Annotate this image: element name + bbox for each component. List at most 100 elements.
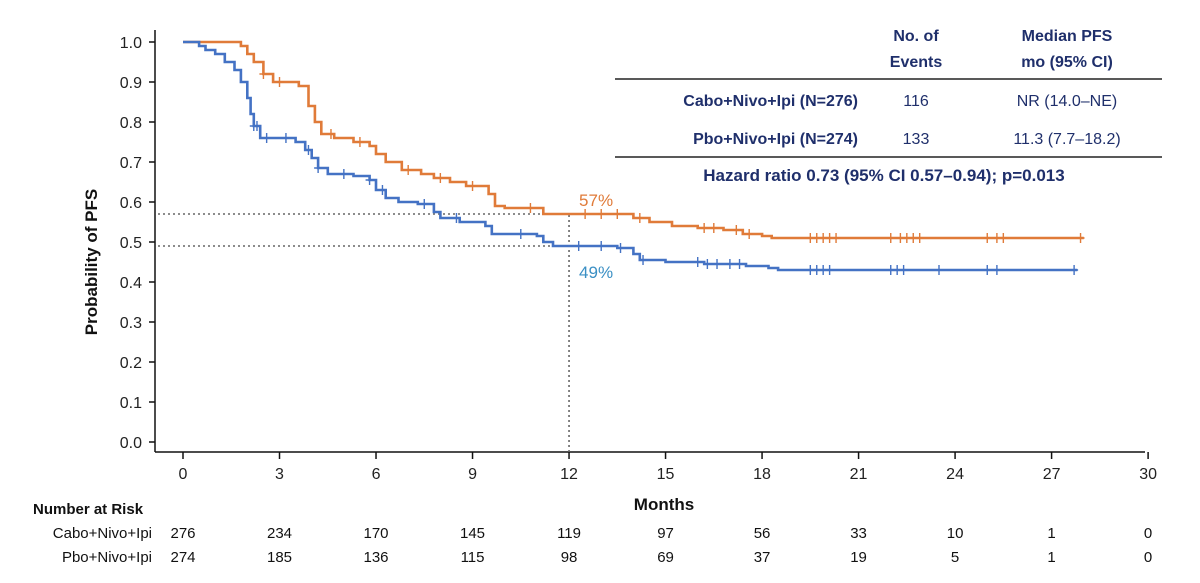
censor-mark-1 bbox=[616, 243, 625, 253]
risk-value: 97 bbox=[657, 525, 674, 542]
x-tick-label: 30 bbox=[1139, 466, 1157, 483]
y-tick-label: 1.0 bbox=[120, 35, 142, 52]
risk-value: 69 bbox=[657, 549, 674, 566]
risk-value: 19 bbox=[850, 549, 867, 566]
censor-mark-0 bbox=[355, 137, 364, 147]
risk-value: 274 bbox=[170, 549, 195, 566]
y-tick-label: 0.9 bbox=[120, 75, 142, 92]
row-pbo-median: 11.3 (7.7–18.2) bbox=[1013, 131, 1120, 148]
censor-mark-0 bbox=[326, 129, 335, 139]
risk-value: 33 bbox=[850, 525, 867, 542]
censor-mark-1 bbox=[725, 259, 734, 269]
censor-mark-1 bbox=[597, 241, 606, 251]
censor-mark-0 bbox=[1076, 233, 1085, 243]
censor-mark-0 bbox=[709, 223, 718, 233]
censor-mark-1 bbox=[825, 265, 834, 275]
risk-value: 115 bbox=[461, 549, 485, 566]
censor-mark-1 bbox=[314, 163, 323, 173]
censor-mark-0 bbox=[404, 165, 413, 175]
censor-mark-1 bbox=[339, 169, 348, 179]
risk-value: 185 bbox=[267, 549, 292, 566]
censor-mark-0 bbox=[732, 225, 741, 235]
y-tick-label: 0.2 bbox=[120, 355, 142, 372]
censor-mark-1 bbox=[713, 259, 722, 269]
x-tick-label: 18 bbox=[753, 466, 771, 483]
censor-mark-1 bbox=[452, 213, 461, 223]
censor-mark-1 bbox=[262, 133, 271, 143]
y-tick-label: 0.3 bbox=[120, 315, 142, 332]
risk-table: Number at Risk Cabo+Nivo+Ipi Pbo+Nivo+Ip… bbox=[33, 501, 1152, 566]
risk-value: 119 bbox=[557, 525, 581, 542]
y-ticks: 0.0 0.1 0.2 0.3 0.4 0.5 0.6 0.7 0.8 0.9 1.0 bbox=[120, 35, 155, 452]
x-tick-label: 3 bbox=[275, 466, 284, 483]
censor-mark-0 bbox=[999, 233, 1008, 243]
censor-mark-1 bbox=[516, 229, 525, 239]
x-tick-label: 24 bbox=[946, 466, 964, 483]
risk-value: 170 bbox=[364, 525, 389, 542]
censor-mark-1 bbox=[735, 259, 744, 269]
censor-mark-0 bbox=[635, 213, 644, 223]
censor-mark-0 bbox=[275, 77, 284, 87]
series-line-0 bbox=[183, 40, 1084, 240]
censor-mark-1 bbox=[252, 121, 261, 131]
y-tick-label: 0.4 bbox=[120, 275, 142, 292]
annotation-pbo-49: 49% bbox=[579, 263, 613, 282]
risk-table-title: Number at Risk bbox=[33, 501, 144, 518]
y-tick-label: 0.5 bbox=[120, 235, 142, 252]
risk-value: 37 bbox=[754, 549, 771, 566]
censor-mark-0 bbox=[259, 69, 268, 79]
x-tick-label: 0 bbox=[179, 466, 188, 483]
annotation-cabo-57: 57% bbox=[579, 191, 613, 210]
summary-table: No. of Events Median PFS mo (95% CI) Cab… bbox=[615, 28, 1162, 185]
censor-mark-1 bbox=[639, 255, 648, 265]
censor-mark-1 bbox=[304, 145, 313, 155]
row-cabo-events: 116 bbox=[903, 93, 929, 110]
x-tick-label: 9 bbox=[468, 466, 477, 483]
x-tick-label: 15 bbox=[657, 466, 675, 483]
censor-mark-0 bbox=[886, 233, 895, 243]
censor-mark-0 bbox=[745, 229, 754, 239]
censor-mark-1 bbox=[1070, 265, 1079, 275]
censor-mark-1 bbox=[281, 133, 290, 143]
hazard-ratio: Hazard ratio 0.73 (95% CI 0.57–0.94); p=… bbox=[703, 166, 1064, 185]
survival-curves bbox=[183, 40, 1085, 275]
risk-value: 276 bbox=[170, 525, 195, 542]
risk-value: 0 bbox=[1144, 525, 1152, 542]
censor-mark-0 bbox=[700, 223, 709, 233]
x-tick-label: 21 bbox=[850, 466, 868, 483]
y-axis-title: Probability of PFS bbox=[82, 189, 101, 335]
censor-mark-1 bbox=[899, 265, 908, 275]
risk-value: 10 bbox=[947, 525, 964, 542]
risk-row-pbo-label: Pbo+Nivo+Ipi bbox=[62, 549, 152, 566]
censor-mark-0 bbox=[597, 209, 606, 219]
censor-mark-1 bbox=[983, 265, 992, 275]
censor-mark-1 bbox=[378, 185, 387, 195]
censor-mark-0 bbox=[436, 173, 445, 183]
x-tick-label: 27 bbox=[1043, 466, 1061, 483]
row-cabo-median: NR (14.0–NE) bbox=[1017, 93, 1117, 110]
x-tick-label: 12 bbox=[560, 466, 578, 483]
risk-value: 1 bbox=[1047, 525, 1055, 542]
censor-mark-1 bbox=[420, 199, 429, 209]
risk-value: 136 bbox=[364, 549, 389, 566]
censor-mark-1 bbox=[693, 257, 702, 267]
y-tick-label: 0.1 bbox=[120, 395, 142, 412]
censor-mark-1 bbox=[574, 241, 583, 251]
header-median-line1: Median PFS bbox=[1022, 28, 1113, 45]
x-ticks: 0 3 6 9 12 15 18 21 24 27 30 bbox=[179, 452, 1157, 483]
censor-mark-0 bbox=[915, 233, 924, 243]
y-tick-label: 0.6 bbox=[120, 195, 142, 212]
risk-row-cabo-label: Cabo+Nivo+Ipi bbox=[53, 525, 152, 542]
header-median-line2: mo (95% CI) bbox=[1021, 54, 1113, 71]
y-tick-label: 0.7 bbox=[120, 155, 142, 172]
censor-mark-1 bbox=[365, 175, 374, 185]
x-tick-label: 6 bbox=[372, 466, 381, 483]
risk-value: 145 bbox=[460, 525, 485, 542]
row-pbo-label: Pbo+Nivo+Ipi (N=274) bbox=[693, 131, 858, 148]
censor-mark-0 bbox=[832, 233, 841, 243]
censor-mark-0 bbox=[581, 209, 590, 219]
reference-lines bbox=[158, 213, 570, 452]
risk-value: 98 bbox=[561, 549, 578, 566]
row-pbo-events: 133 bbox=[903, 131, 930, 148]
